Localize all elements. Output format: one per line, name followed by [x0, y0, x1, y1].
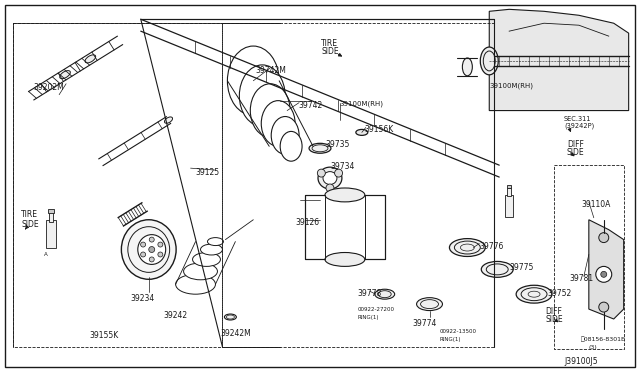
Circle shape [335, 169, 342, 177]
Text: A: A [44, 251, 48, 257]
Text: TIRE: TIRE [321, 39, 339, 48]
Text: 39734: 39734 [330, 162, 355, 171]
Text: 39100M(RH): 39100M(RH) [340, 101, 384, 107]
Text: 39742: 39742 [298, 101, 323, 110]
Bar [507, 185, 511, 188]
Bar [49, 212, 53, 222]
Ellipse shape [85, 55, 95, 63]
Bar [507, 188, 511, 196]
Ellipse shape [164, 117, 173, 123]
Bar [305, 195, 385, 259]
Circle shape [599, 232, 609, 243]
Text: 39126: 39126 [295, 218, 319, 227]
Circle shape [148, 247, 155, 253]
Ellipse shape [462, 58, 472, 76]
Ellipse shape [250, 84, 290, 137]
Text: 39234: 39234 [131, 294, 155, 303]
Text: J39100J5: J39100J5 [564, 357, 598, 366]
Text: 39242: 39242 [164, 311, 188, 320]
Ellipse shape [516, 285, 552, 303]
Ellipse shape [417, 298, 442, 311]
Text: SIDE: SIDE [545, 315, 563, 324]
Polygon shape [489, 9, 628, 110]
Circle shape [141, 252, 145, 257]
Text: RING(1): RING(1) [440, 337, 461, 342]
Ellipse shape [138, 235, 166, 264]
Text: 39242M: 39242M [220, 329, 251, 338]
Text: 39110A: 39110A [582, 200, 611, 209]
Circle shape [599, 302, 609, 312]
Text: 39776: 39776 [479, 241, 504, 251]
Circle shape [149, 237, 154, 242]
Bar [48, 209, 54, 213]
Circle shape [317, 169, 325, 177]
Ellipse shape [200, 244, 223, 255]
Ellipse shape [480, 47, 498, 75]
Ellipse shape [227, 46, 279, 116]
Circle shape [141, 242, 145, 247]
Ellipse shape [318, 167, 342, 189]
Text: 39742M: 39742M [255, 66, 286, 75]
Text: SEC.311: SEC.311 [564, 116, 591, 122]
Ellipse shape [239, 65, 285, 126]
Ellipse shape [325, 253, 365, 266]
Text: 39781: 39781 [569, 274, 593, 283]
Text: 39202M: 39202M [33, 83, 64, 92]
Circle shape [601, 271, 607, 277]
Ellipse shape [175, 274, 216, 294]
Circle shape [149, 257, 154, 262]
Ellipse shape [325, 188, 365, 202]
Ellipse shape [207, 238, 223, 246]
Text: DIFF: DIFF [567, 140, 584, 149]
Ellipse shape [271, 116, 299, 154]
Text: 39778: 39778 [358, 289, 382, 298]
Ellipse shape [60, 71, 70, 79]
Text: 39775: 39775 [509, 263, 534, 272]
Ellipse shape [375, 289, 395, 299]
Ellipse shape [356, 129, 368, 135]
Circle shape [596, 266, 612, 282]
Ellipse shape [225, 314, 236, 320]
Circle shape [158, 242, 163, 247]
Text: TIRE: TIRE [21, 210, 38, 219]
Text: 39156K: 39156K [365, 125, 394, 134]
Text: SIDE: SIDE [21, 220, 39, 229]
Bar [46, 220, 56, 247]
Ellipse shape [323, 171, 337, 185]
Circle shape [158, 252, 163, 257]
Text: (39242P): (39242P) [564, 122, 594, 129]
Ellipse shape [309, 143, 331, 153]
Ellipse shape [184, 263, 218, 280]
Ellipse shape [193, 253, 220, 266]
Text: 39752: 39752 [547, 289, 572, 298]
Text: DIFF: DIFF [545, 307, 563, 316]
Text: 00922-27200: 00922-27200 [358, 307, 395, 312]
Text: Ⓐ08156-8301E: Ⓐ08156-8301E [581, 337, 626, 343]
Text: 00922-13500: 00922-13500 [440, 329, 476, 334]
Circle shape [326, 184, 334, 192]
Ellipse shape [449, 238, 485, 256]
Ellipse shape [261, 101, 295, 146]
Ellipse shape [280, 131, 302, 161]
Bar [305, 195, 385, 259]
Text: 39774: 39774 [412, 319, 436, 328]
Bar [505, 195, 513, 217]
Text: 39100M(RH): 39100M(RH) [489, 83, 533, 89]
Text: SIDE: SIDE [567, 148, 584, 157]
Text: (3): (3) [589, 345, 598, 350]
Text: 39155K: 39155K [89, 331, 118, 340]
Text: RING(1): RING(1) [358, 315, 380, 320]
Text: 39735: 39735 [325, 140, 349, 149]
Ellipse shape [481, 262, 513, 277]
Text: SIDE: SIDE [321, 47, 339, 56]
Ellipse shape [122, 220, 176, 279]
Text: 39125: 39125 [196, 168, 220, 177]
Polygon shape [589, 220, 623, 319]
